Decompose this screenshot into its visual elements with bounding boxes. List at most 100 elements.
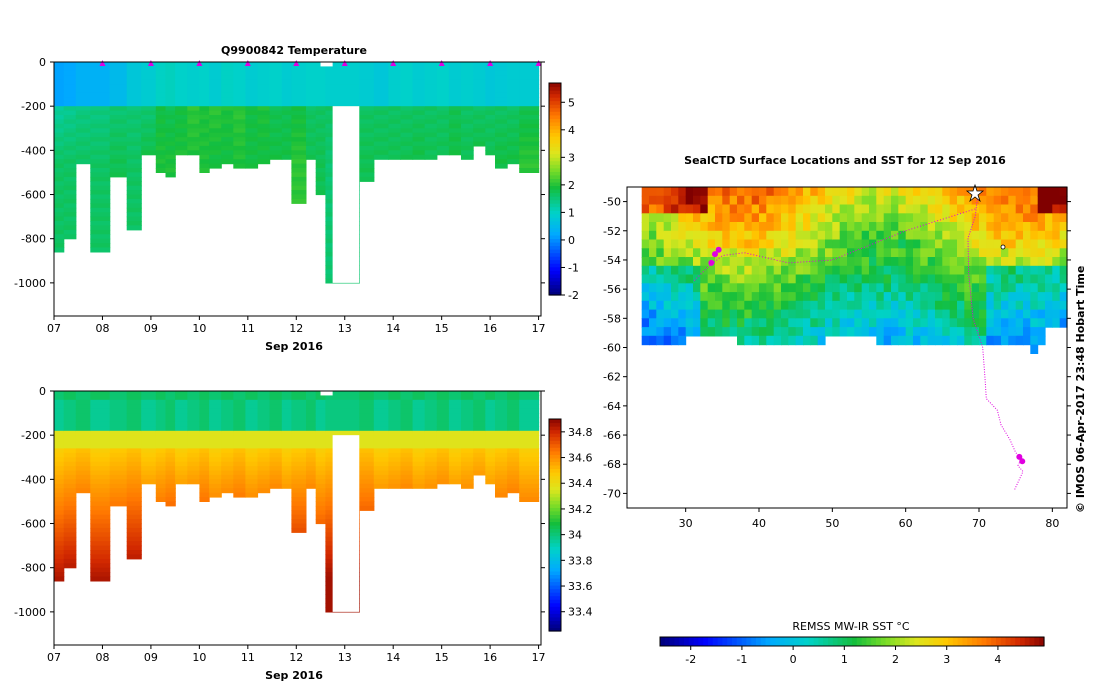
sst-cell [737, 187, 745, 197]
heatmap-cell [141, 106, 157, 112]
heatmap-cell [291, 421, 307, 427]
sst-cell [759, 213, 767, 223]
heatmap-cell [63, 92, 77, 98]
heatmap-cell [473, 470, 486, 476]
heatmap-cell [269, 128, 283, 134]
sst-cell [759, 239, 767, 249]
sst-cell [979, 213, 987, 223]
heatmap-cell [269, 439, 283, 445]
sst-cell [671, 335, 679, 346]
heatmap-cell [315, 448, 326, 454]
heatmap-cell [90, 238, 111, 244]
sst-cell [861, 213, 870, 223]
heatmap-cell [507, 97, 520, 103]
heatmap-cell [519, 110, 540, 116]
sst-cell [781, 283, 789, 293]
heatmap-cell [495, 492, 508, 498]
profile-markers [99, 60, 542, 66]
profile-marker [99, 60, 106, 66]
heatmap-cell [63, 457, 77, 463]
heatmap-cell [485, 106, 496, 112]
sst-cell [795, 222, 804, 232]
heatmap-cell [221, 88, 234, 94]
heatmap-cell [473, 119, 486, 125]
heatmap-cell [90, 163, 111, 169]
x-tick-label: 09 [144, 322, 158, 335]
sst-cell [1001, 318, 1009, 328]
colorbar-segment [952, 637, 959, 646]
sst-cell [744, 230, 753, 241]
heatmap-cell [141, 399, 157, 405]
sst-cell [649, 283, 657, 293]
heatmap-cell [495, 137, 508, 143]
sst-cell [649, 327, 657, 337]
heatmap-cell [199, 132, 210, 138]
sst-cell [722, 283, 731, 293]
colorbar-segment [784, 637, 791, 646]
heatmap-cell [306, 444, 317, 449]
heatmap-cell [519, 395, 540, 401]
heatmap-cell [165, 84, 176, 90]
heatmap-cell [436, 426, 450, 432]
heatmap-cell [199, 137, 210, 143]
heatmap-cell [436, 70, 450, 76]
sst-cell [685, 300, 694, 311]
heatmap-cell [388, 426, 402, 432]
sst-cell [641, 187, 650, 197]
y-tick-label: -54 [603, 254, 621, 267]
sst-cell [663, 283, 672, 293]
heatmap-cell [257, 101, 271, 107]
heatmap-cell [245, 66, 259, 72]
sst-cell [729, 213, 738, 223]
heatmap-cell [75, 110, 91, 116]
sst-cell [927, 283, 936, 293]
heatmap-cell [519, 150, 540, 156]
seal-track [692, 183, 1026, 491]
heatmap-cell [373, 132, 389, 138]
heatmap-cell [281, 426, 293, 432]
heatmap-cell [126, 168, 142, 173]
colorbar-segment [842, 637, 848, 646]
sst-cell [1030, 187, 1039, 197]
heatmap-cell [90, 190, 111, 196]
heatmap-cell [221, 461, 234, 467]
sst-cell [957, 239, 965, 249]
heatmap-cell [473, 115, 486, 120]
heatmap-cell [495, 110, 508, 116]
sst-cell [1037, 309, 1046, 319]
heatmap-cell [519, 479, 540, 485]
sst-cell [641, 195, 650, 206]
sst-cell [957, 187, 965, 197]
sst-cell [839, 292, 848, 302]
sst-cell [869, 292, 877, 302]
sst-cell [1030, 344, 1039, 354]
sst-cell [1037, 318, 1046, 328]
heatmap-cell [233, 150, 246, 156]
sst-cell [920, 274, 929, 284]
sst-cell [1045, 318, 1053, 328]
sst-cell [839, 327, 848, 337]
heatmap-cell [507, 128, 520, 134]
heatmap-cell [519, 62, 540, 67]
heatmap-cell [269, 483, 283, 489]
sst-cell [986, 187, 995, 197]
heatmap-cell [165, 497, 176, 502]
heatmap-cell [436, 408, 450, 414]
heatmap-cell [461, 466, 474, 472]
heatmap-cell [373, 66, 389, 72]
heatmap-cell [54, 452, 65, 458]
colorbar-segment [1029, 637, 1035, 646]
sst-cell [949, 335, 958, 346]
colorbar-segment [890, 637, 896, 646]
heatmap-cell [141, 101, 157, 107]
heatmap-cell [90, 510, 111, 516]
heatmap-cell [155, 145, 167, 151]
sst-cell [920, 230, 929, 241]
heatmap-cell [109, 66, 128, 72]
heatmap-cell [199, 439, 210, 445]
heatmap-cell [54, 132, 65, 138]
heatmap-cell [75, 417, 91, 423]
heatmap-cell [155, 466, 167, 472]
heatmap-cell [155, 408, 167, 414]
heatmap-cell [109, 399, 128, 405]
